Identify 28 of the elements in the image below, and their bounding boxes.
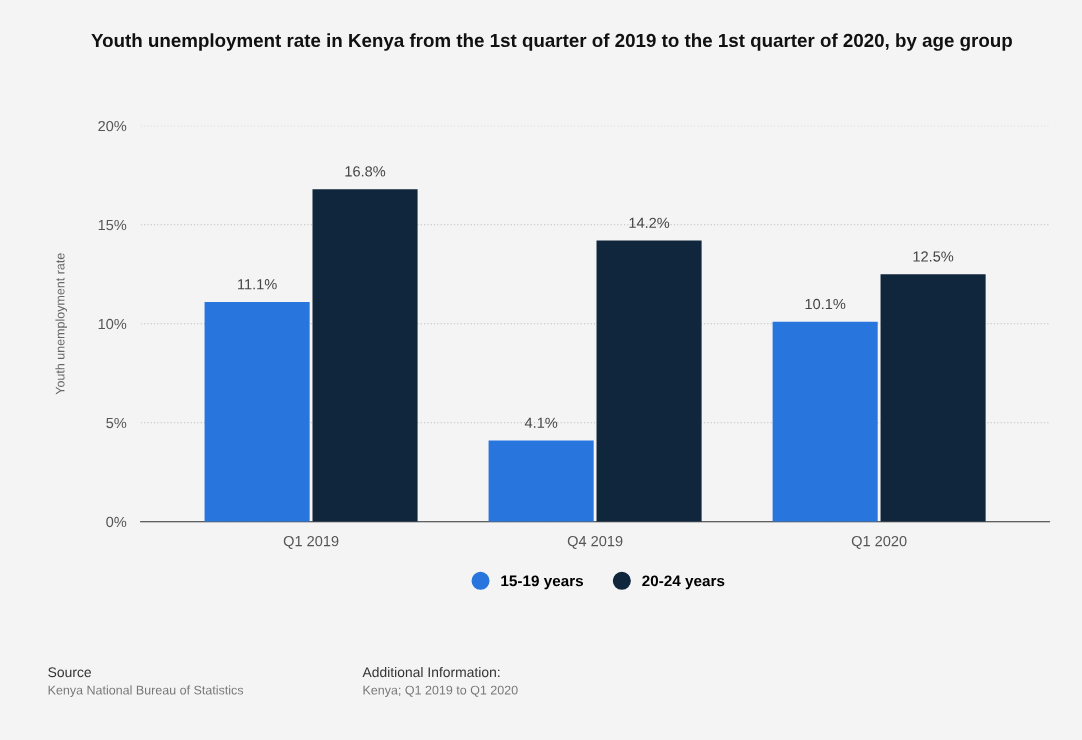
bar	[312, 189, 418, 522]
y-tick-label: 0%	[106, 516, 127, 528]
y-tick-label: 15%	[98, 219, 127, 231]
x-tick-label: Q4 2019	[567, 535, 623, 549]
x-tick-label: Q1 2020	[851, 535, 907, 549]
bar	[204, 301, 310, 522]
chart-title: Youth unemployment rate in Kenya from the 1st quarter of 2019 to the 1st quarter of 2020, by age group	[91, 33, 1012, 51]
y-tick-label: 10%	[98, 318, 127, 330]
bar	[772, 321, 878, 522]
y-tick-label: 5%	[106, 417, 127, 429]
text: Source	[48, 667, 91, 678]
data-label: 12.5%	[913, 251, 954, 262]
bar	[488, 440, 594, 522]
data-label: 16.8%	[345, 166, 386, 177]
x-tick-label: Q1 2019	[283, 535, 339, 549]
data-label: 11.1%	[238, 279, 277, 290]
y-tick-label: 20%	[98, 120, 127, 132]
data-label: 10.1%	[805, 298, 846, 310]
text: Additional Information:	[362, 666, 500, 678]
bar	[596, 240, 702, 522]
legend-label: 15-19 years	[501, 575, 584, 590]
bar	[880, 274, 986, 522]
data-label: 4.1%	[524, 417, 558, 428]
text: Kenya; Q1 2019 to Q1 2020	[363, 685, 518, 697]
legend-label: 20-24 years	[642, 575, 725, 590]
text: Kenya National Bureau of Statistics	[48, 685, 244, 697]
y-axis-title: Youth unemployment rate	[55, 253, 68, 395]
data-label: 14.2%	[629, 217, 670, 228]
